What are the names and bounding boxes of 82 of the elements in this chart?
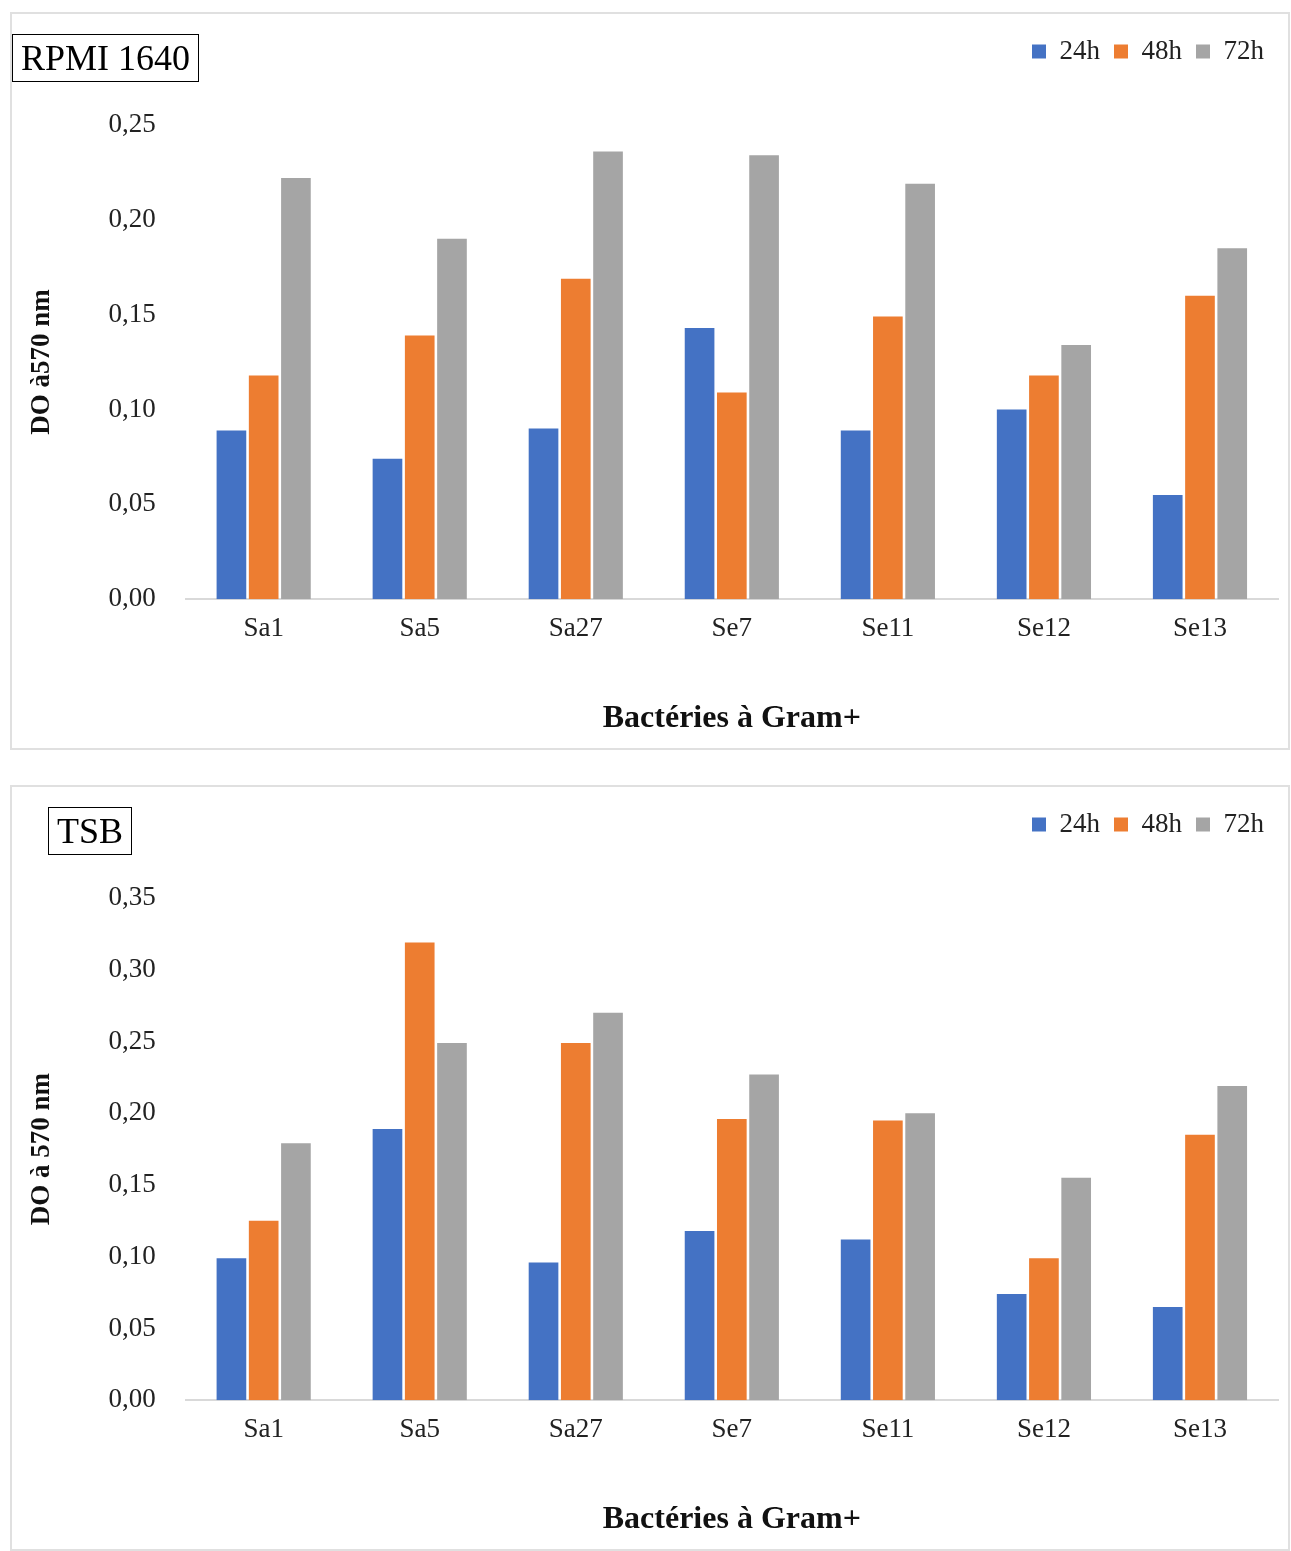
bar (372, 1129, 403, 1401)
bar (560, 1042, 591, 1401)
x-axis-title: Bactéries à Gram+ (602, 698, 861, 735)
legend-label: 24h (1059, 34, 1101, 65)
bar (684, 1230, 715, 1401)
y-tick-label: 0,20 (108, 202, 156, 233)
y-tick-label: 0,05 (108, 487, 156, 518)
y-tick-label: 0,00 (108, 582, 156, 613)
bar (873, 1120, 903, 1401)
y-tick-label: 0,10 (108, 392, 156, 423)
bar (749, 155, 779, 600)
x-tick-label: Sa27 (548, 612, 603, 643)
x-tick-label: Sa5 (399, 612, 440, 643)
bar (560, 278, 591, 600)
bar (840, 1239, 871, 1401)
chart-title: TSB (48, 807, 133, 855)
bar (216, 1258, 247, 1401)
bar (1185, 1134, 1215, 1401)
bar (404, 335, 435, 600)
bar (528, 1262, 559, 1401)
x-tick-label: Sa1 (243, 612, 284, 643)
x-tick-label: Se13 (1172, 612, 1227, 643)
y-tick-label: 0,05 (108, 1311, 156, 1342)
y-tick-label: 0,35 (108, 881, 156, 912)
bar (905, 1113, 935, 1401)
y-axis-title: DO à 570 nm (25, 1072, 56, 1226)
bar (749, 1074, 779, 1401)
bar (684, 327, 715, 600)
bar (437, 238, 467, 600)
chart-title: RPMI 1640 (12, 34, 200, 82)
bar (840, 430, 871, 600)
bar (1152, 494, 1183, 600)
bar (905, 183, 935, 600)
bar (873, 316, 903, 600)
x-tick-label: Se12 (1016, 1413, 1071, 1444)
bar (372, 458, 403, 600)
bar (1185, 295, 1215, 600)
y-tick-label: 0,00 (108, 1383, 156, 1414)
y-tick-label: 0,15 (108, 297, 156, 328)
x-tick-label: Se7 (711, 612, 753, 643)
bar (1217, 1085, 1248, 1401)
y-tick-label: 0,25 (108, 1024, 156, 1055)
bar (528, 428, 559, 600)
x-tick-label: Sa5 (399, 1413, 440, 1444)
y-tick-label: 0,10 (108, 1239, 156, 1270)
bar (404, 942, 435, 1401)
y-tick-label: 0,30 (108, 952, 156, 983)
legend-label: 72h (1223, 807, 1265, 838)
y-tick-label: 0,20 (108, 1096, 156, 1127)
bar (593, 151, 623, 600)
x-tick-label: Sa27 (548, 1413, 603, 1444)
y-tick-label: 0,25 (108, 108, 156, 139)
bar (716, 1118, 747, 1401)
x-tick-label: Se7 (711, 1413, 753, 1444)
x-axis-title: Bactéries à Gram+ (602, 1499, 861, 1536)
x-tick-label: Se13 (1172, 1413, 1227, 1444)
bar (248, 375, 279, 600)
bar (1217, 248, 1248, 600)
x-tick-label: Se12 (1016, 612, 1071, 643)
bar (1061, 1177, 1092, 1401)
legend-label: 48h (1141, 34, 1183, 65)
bar (996, 1294, 1027, 1401)
bar (281, 1143, 311, 1401)
legend-label: 24h (1059, 807, 1101, 838)
bar (216, 430, 247, 600)
bar (1061, 345, 1092, 600)
x-tick-label: Se11 (861, 1413, 915, 1444)
bar (593, 1012, 623, 1401)
bar (1029, 1258, 1059, 1401)
y-tick-label: 0,15 (108, 1168, 156, 1199)
legend-label: 48h (1141, 807, 1183, 838)
bar (248, 1220, 279, 1401)
legend-label: 72h (1223, 34, 1265, 65)
x-tick-label: Se11 (861, 612, 915, 643)
bar (281, 178, 311, 600)
bar (996, 409, 1027, 600)
bar (716, 392, 747, 600)
y-axis-title: DO à570 nm (25, 288, 56, 435)
x-tick-label: Sa1 (243, 1413, 284, 1444)
bar (1152, 1306, 1183, 1401)
bar (437, 1042, 467, 1401)
bar (1029, 375, 1059, 600)
